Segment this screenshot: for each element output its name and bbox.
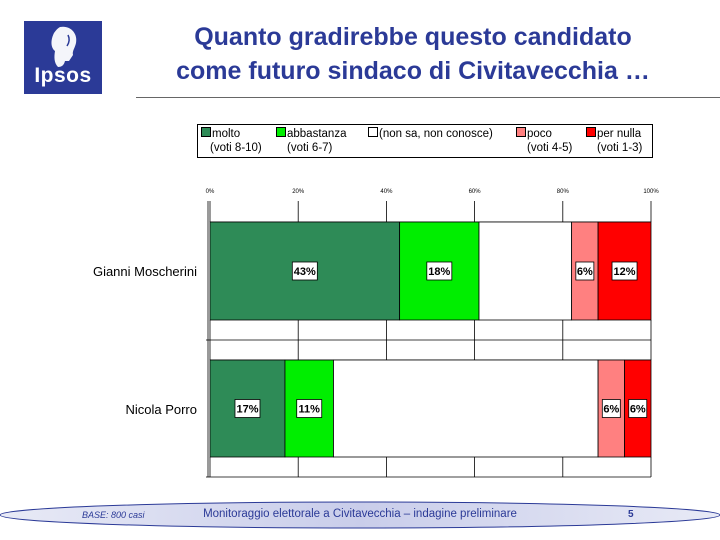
data-label: 6% — [577, 266, 593, 278]
legend-swatch-abbastanza — [276, 127, 286, 137]
legend-sub-per-nulla: (voti 1-3) — [597, 142, 643, 154]
x-tick-label: 100% — [643, 189, 659, 195]
legend-label-molto: molto — [212, 128, 241, 140]
page-title: Quanto gradirebbe questo candidato come … — [128, 20, 698, 88]
data-label: 6% — [630, 404, 646, 416]
legend-swatch-poco — [516, 127, 526, 137]
legend-label-abbastanza: abbastanza — [287, 128, 347, 140]
bar-segment — [478, 221, 573, 321]
x-tick-label: 0% — [206, 189, 215, 195]
footer-ellipse — [0, 501, 720, 529]
data-label-box — [291, 261, 318, 281]
x-tick-label: 40% — [380, 189, 393, 195]
data-label: 12% — [614, 266, 636, 278]
data-label-box — [611, 261, 638, 281]
data-label-box — [601, 399, 621, 418]
chart-legend: molto (voti 8-10) abbastanza (voti 6-7) … — [197, 124, 653, 158]
x-tick-label: 20% — [292, 189, 305, 195]
stacked-bar-chart: 0% 20% 40% 60% 80% 100% 43% 18% 6% 12% 17% 11% 6% 6% — [206, 189, 659, 478]
data-label-box — [575, 261, 595, 281]
legend-swatch-per-nulla — [586, 127, 596, 137]
data-label: 11% — [299, 404, 321, 416]
legend-sub-abbastanza: (voti 6-7) — [287, 142, 333, 154]
legend-item-molto: molto — [201, 127, 240, 140]
footer-text: Monitoraggio elettorale a Civitavecchia … — [203, 508, 517, 520]
legend-label-poco: poco — [527, 128, 552, 140]
data-label: 6% — [603, 404, 619, 416]
legend-item-per-nulla: per nulla — [586, 127, 641, 140]
data-label: 17% — [236, 404, 258, 416]
logo-head-icon — [51, 26, 77, 67]
category-label-moscherini: Gianni Moscherini — [92, 264, 197, 279]
legend-label-per-nulla: per nulla — [597, 128, 642, 140]
logo-text: Ipsos — [34, 64, 92, 87]
data-label: 18% — [428, 266, 450, 278]
data-label-box — [234, 399, 261, 418]
legend-item-poco: poco — [516, 127, 552, 140]
category-label-porro: Nicola Porro — [125, 402, 197, 417]
x-tick-label: 80% — [557, 189, 570, 195]
title-divider — [136, 97, 720, 98]
data-label-box — [628, 399, 648, 418]
data-label-box — [426, 261, 453, 281]
title-line-2: come futuro sindaco di Civitavecchia … — [176, 57, 650, 85]
legend-swatch-molto — [201, 127, 211, 137]
legend-item-non-sa: (non sa, non conosce) — [368, 127, 493, 140]
data-label-box — [296, 399, 323, 418]
page-number: 5 — [628, 509, 634, 520]
legend-sub-molto: (voti 8-10) — [210, 142, 262, 154]
data-label: 43% — [294, 266, 316, 278]
ipsos-logo: Ipsos — [24, 21, 102, 94]
legend-item-abbastanza: abbastanza — [276, 127, 346, 140]
title-line-1: Quanto gradirebbe questo candidato — [194, 23, 632, 51]
footer-band — [0, 500, 720, 530]
bar-segment — [333, 359, 599, 458]
legend-swatch-non-sa — [368, 127, 378, 137]
legend-label-non-sa: (non sa, non conosce) — [379, 128, 493, 140]
x-tick-label: 60% — [469, 189, 482, 195]
footer-base: BASE: 800 casi — [82, 510, 145, 520]
legend-sub-poco: (voti 4-5) — [527, 142, 573, 154]
